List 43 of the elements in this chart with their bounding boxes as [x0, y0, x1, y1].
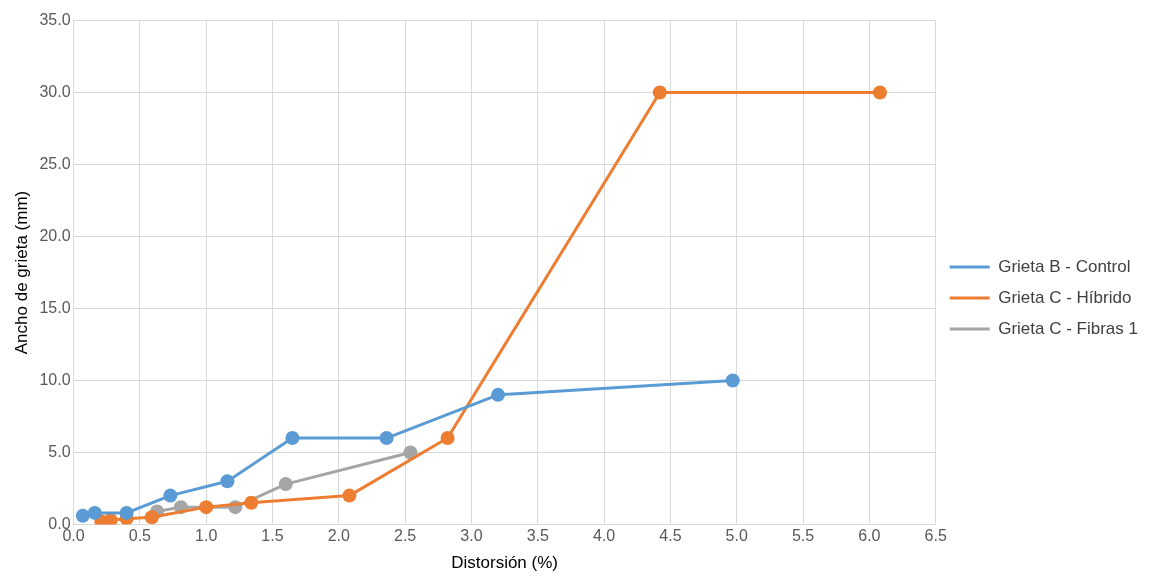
x-tick-label: 5.0 — [725, 527, 748, 545]
point — [285, 431, 300, 446]
point — [379, 431, 394, 446]
y-tick-label: 25.0 — [39, 154, 71, 172]
x-tick-label: 3.0 — [460, 527, 483, 545]
x-tick-label: 0.5 — [128, 527, 152, 545]
point — [440, 431, 455, 446]
x-tick-label: 5.5 — [791, 527, 815, 545]
point — [75, 508, 90, 523]
point — [220, 474, 235, 489]
x-tick-label: 4.5 — [659, 527, 682, 545]
y-tick-label: 20.0 — [39, 226, 71, 244]
x-tick-label: 2.0 — [327, 527, 351, 545]
x-tick-label: 1.5 — [261, 527, 284, 545]
y-tick-label: 30.0 — [39, 82, 71, 100]
x-tick-label: 4.0 — [592, 527, 616, 545]
point — [872, 85, 887, 100]
point — [163, 488, 178, 503]
point — [199, 500, 214, 515]
point — [244, 495, 259, 510]
point — [652, 85, 667, 100]
x-tick-label: 3.5 — [526, 527, 549, 545]
x-tick-label: 1.0 — [195, 527, 218, 545]
x-tick-label: 2.5 — [394, 527, 417, 545]
point — [119, 505, 134, 520]
legend-label: Grieta C - Híbrido — [998, 287, 1132, 307]
point — [725, 373, 740, 388]
x-tick-label: 6.0 — [858, 527, 881, 545]
point — [103, 513, 118, 525]
legend-label: Grieta C - Fibras 1 — [998, 318, 1138, 338]
point — [87, 505, 102, 520]
legend-label: Grieta B - Control — [998, 256, 1131, 276]
y-axis-title: Ancho de grieta (mm) — [11, 190, 31, 355]
y-tick-label: 10.0 — [39, 370, 71, 388]
x-axis-title: Distorsión (%) — [451, 553, 558, 573]
point — [490, 387, 505, 402]
point — [278, 477, 293, 492]
y-tick-label: 15.0 — [39, 298, 71, 316]
y-tick-label: 5.0 — [48, 442, 71, 460]
x-tick-label: 6.5 — [924, 527, 947, 545]
y-tick-label: 35.0 — [39, 11, 71, 29]
point — [144, 510, 159, 525]
point — [342, 488, 357, 503]
